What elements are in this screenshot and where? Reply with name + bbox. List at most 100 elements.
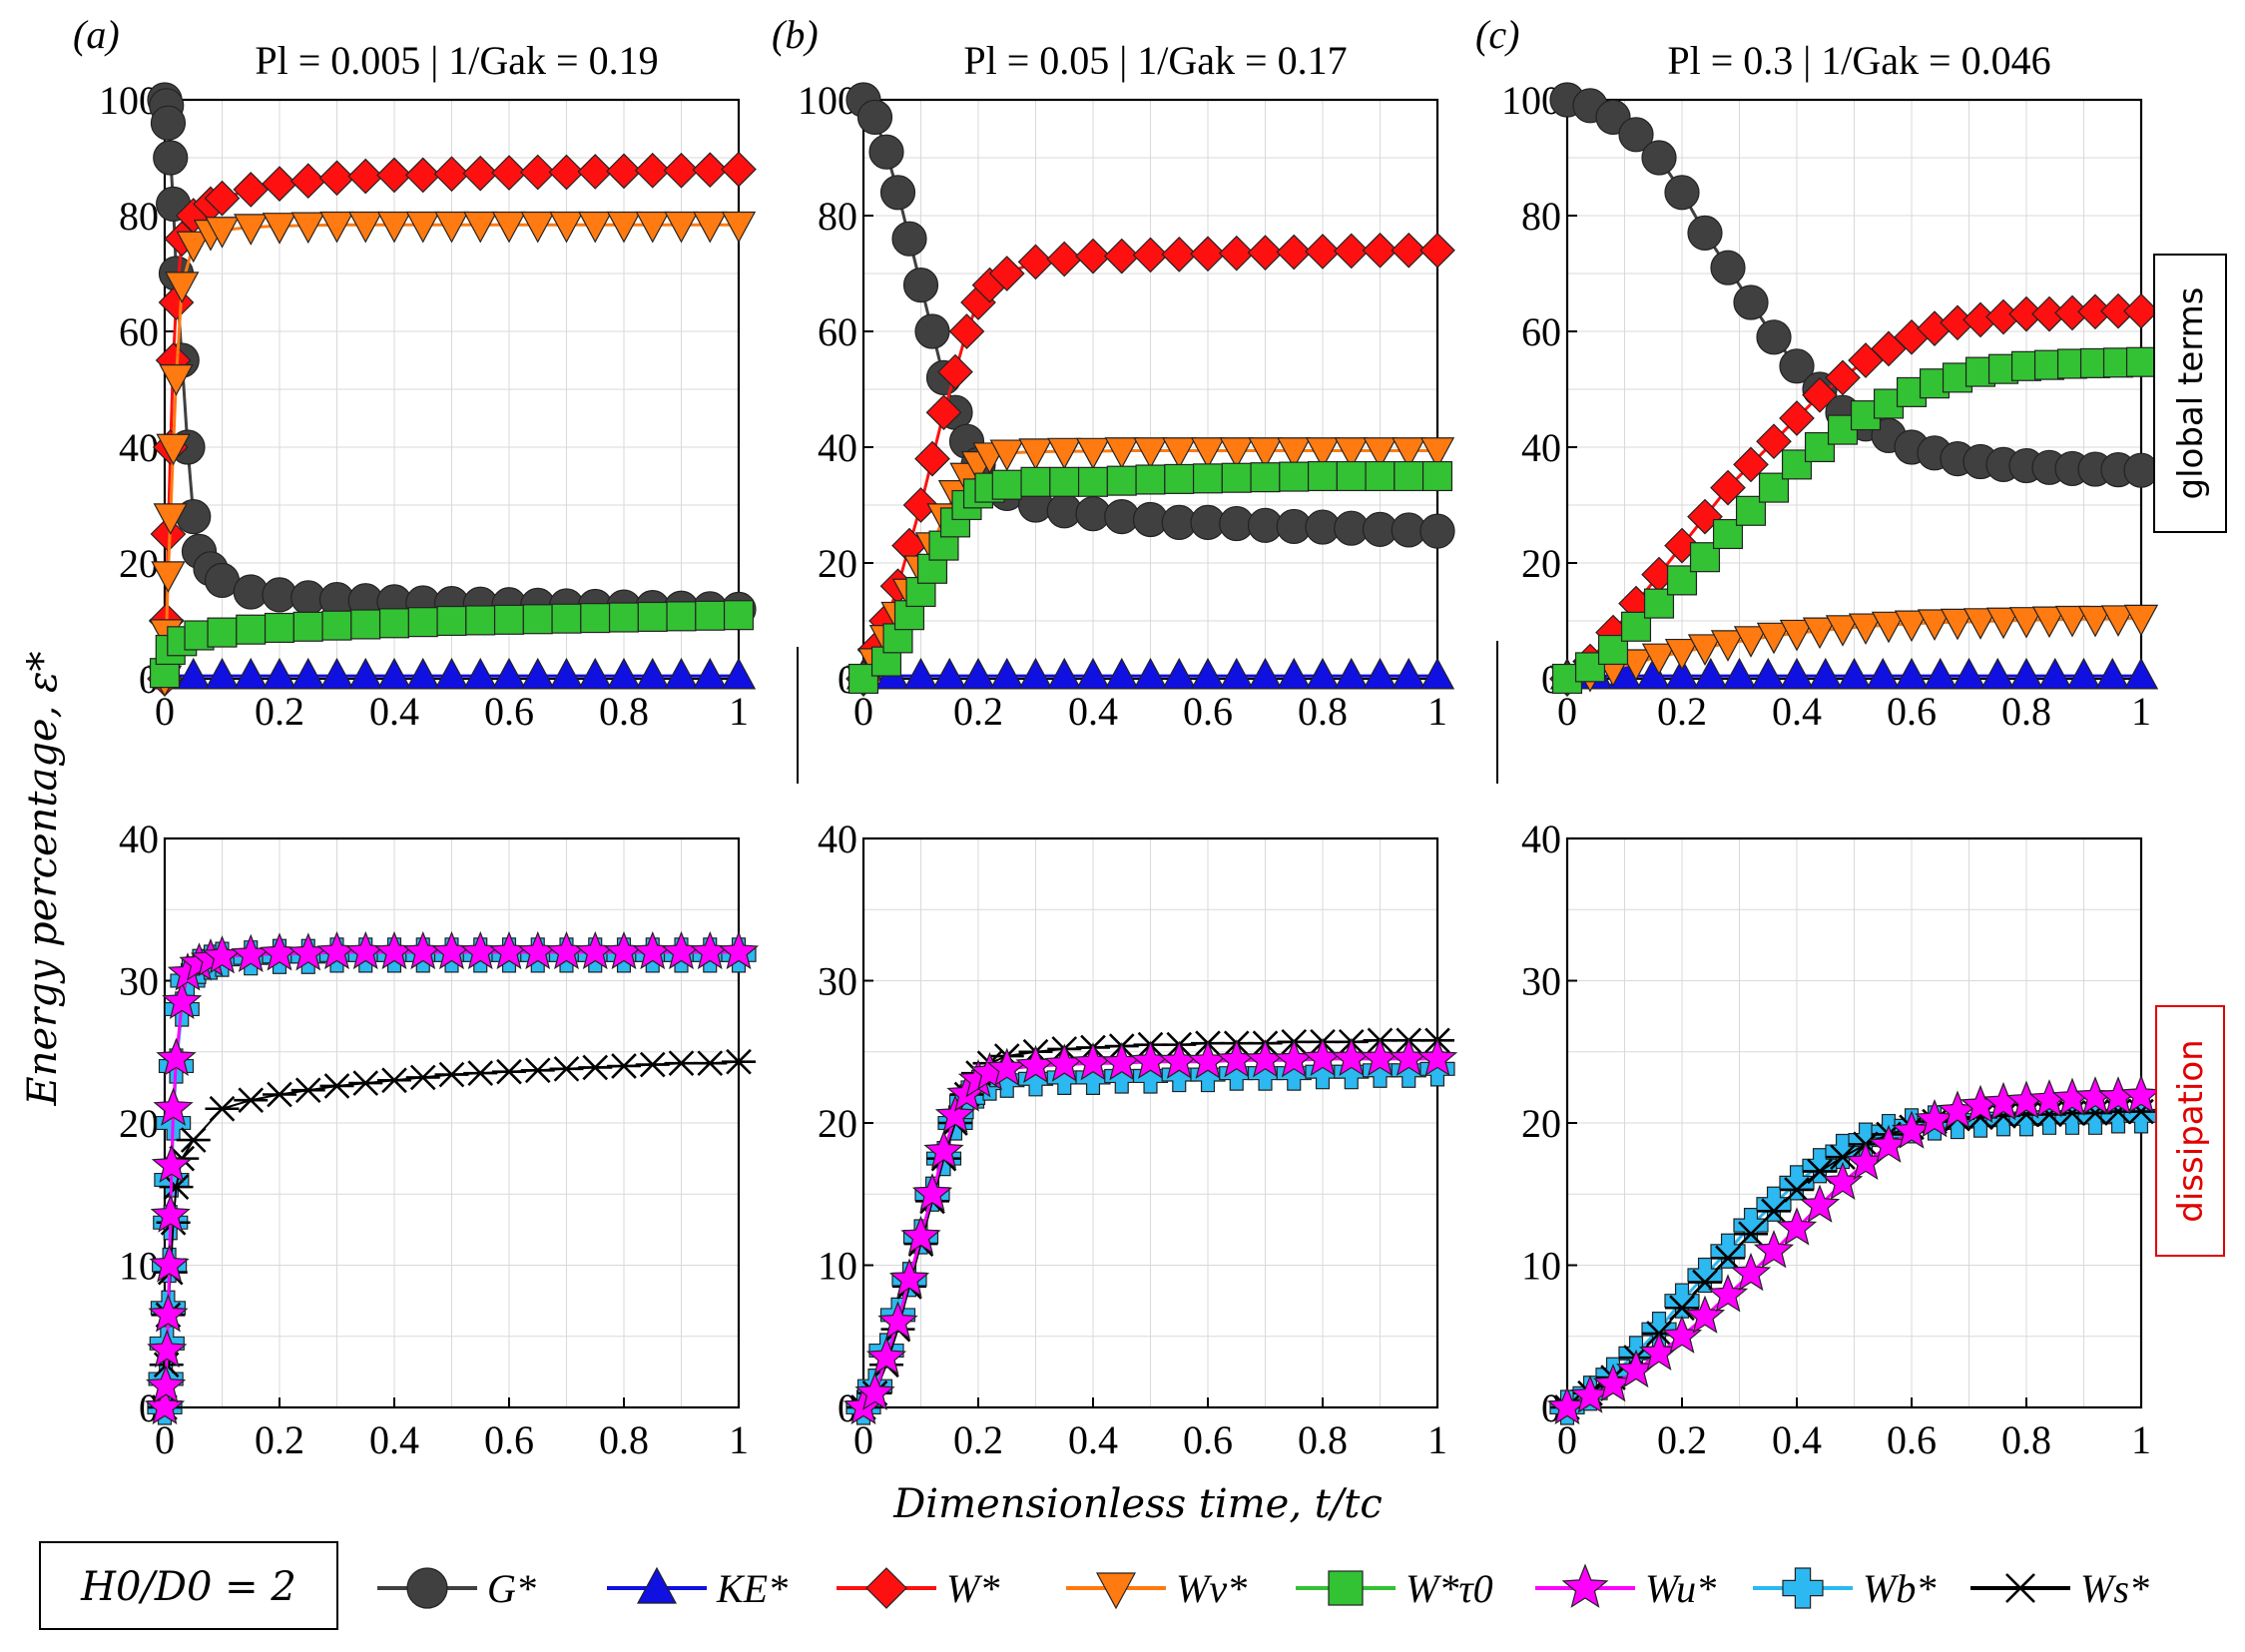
data-point	[1164, 463, 1195, 494]
data-point	[1825, 359, 1861, 396]
y-tick-label: 30	[119, 959, 159, 1004]
data-point	[1075, 657, 1111, 690]
data-point	[405, 657, 440, 690]
data-point	[1305, 234, 1341, 270]
legend-label: G*	[487, 1566, 536, 1611]
data-point	[147, 1329, 188, 1369]
data-point	[1779, 657, 1815, 690]
x-tick-label: 0.8	[1298, 1417, 1348, 1462]
data-point	[664, 211, 699, 244]
data-point	[159, 1174, 194, 1200]
data-point	[663, 152, 700, 189]
data-point	[1825, 615, 1861, 647]
x-tick-label: 0.8	[599, 689, 649, 734]
data-point	[989, 657, 1024, 690]
panel-a-global: 00.20.40.60.81020406080100(a)Pl = 0.005 …	[73, 12, 757, 734]
data-point	[1894, 657, 1930, 690]
series-line	[861, 1057, 1437, 1408]
data-point	[519, 154, 556, 191]
data-point	[491, 211, 527, 244]
data-point	[176, 1127, 211, 1153]
data-point	[635, 211, 670, 244]
y-tick-label: 80	[818, 194, 857, 239]
x-tick-label: 0.6	[484, 1417, 534, 1462]
data-point	[1917, 609, 1953, 641]
data-point	[434, 211, 469, 244]
x-tick-label: 0	[1557, 689, 1577, 734]
data-point	[900, 1215, 941, 1255]
data-point	[1075, 238, 1111, 275]
data-point	[491, 657, 527, 690]
data-point	[234, 1087, 269, 1114]
data-point	[934, 1094, 976, 1134]
y-tick-label: 10	[818, 1244, 857, 1289]
y-tick-label: 80	[1521, 194, 1561, 239]
legend-marker	[636, 1566, 678, 1604]
data-point	[150, 105, 187, 141]
data-point	[1733, 626, 1769, 658]
data-point	[319, 657, 354, 690]
panel-b-dissipation: 00.20.40.60.81010203040	[818, 817, 1458, 1462]
panel-a-dissipation: 00.20.40.60.81010203040	[119, 817, 760, 1462]
data-point	[1940, 608, 1975, 641]
data-point	[176, 231, 211, 264]
data-point	[1075, 437, 1111, 470]
data-point	[1104, 437, 1139, 469]
data-point	[165, 272, 200, 303]
data-point	[960, 657, 996, 690]
condition-label: H0/D0 = 2	[80, 1564, 296, 1610]
data-point	[1334, 437, 1369, 469]
data-point	[2008, 607, 2044, 639]
data-point	[1333, 233, 1370, 270]
x-tick-label: 0.6	[484, 689, 534, 734]
x-tick-label: 0	[155, 689, 175, 734]
legend-label: W*τ0	[1405, 1566, 1493, 1611]
legend-marker	[406, 1567, 448, 1609]
x-tick-label: 1	[729, 1417, 749, 1462]
data-point	[2066, 657, 2101, 690]
data-point	[989, 439, 1024, 472]
data-point	[290, 1077, 325, 1104]
legend-marker	[2000, 1573, 2040, 1603]
data-point	[1046, 241, 1083, 277]
x-tick-label: 1	[729, 689, 749, 734]
data-point	[2123, 657, 2159, 690]
data-point	[1687, 215, 1723, 251]
data-point	[1710, 250, 1746, 285]
data-point	[718, 930, 760, 970]
x-tick-label: 0.6	[1183, 689, 1233, 734]
data-point	[635, 1051, 670, 1078]
data-point	[463, 211, 498, 244]
data-point	[205, 217, 240, 249]
data-point	[2008, 657, 2044, 690]
legend-marker	[1782, 1567, 1824, 1609]
data-point	[721, 151, 757, 188]
data-point	[520, 211, 555, 244]
y-tick-label: 10	[1521, 1244, 1561, 1289]
x-tick-label: 0.4	[369, 1417, 419, 1462]
data-point	[549, 657, 584, 690]
x-tick-label: 0.4	[1068, 1417, 1118, 1462]
data-point	[151, 1144, 193, 1183]
legend-item: W*	[837, 1566, 999, 1611]
data-point	[914, 313, 950, 349]
data-point	[159, 364, 194, 396]
data-point	[1018, 657, 1053, 690]
global-terms-box	[2153, 254, 2227, 533]
data-point	[292, 611, 323, 642]
panel-c-global: 00.20.40.60.81020406080100(c)Pl = 0.3 | …	[1475, 12, 2159, 734]
data-point	[607, 1053, 641, 1079]
legend-item: KE*	[607, 1566, 788, 1611]
data-point	[2054, 605, 2090, 638]
data-point	[692, 152, 729, 189]
data-point	[236, 614, 267, 645]
panels: 00.20.40.60.81020406080100(a)Pl = 0.005 …	[73, 12, 2162, 1462]
panel-b-global: 00.20.40.60.81020406080100(b)Pl = 0.05 |…	[772, 12, 1455, 734]
y-tick-label: 20	[119, 541, 159, 586]
data-point	[888, 1258, 930, 1297]
data-point	[207, 617, 238, 648]
data-point	[262, 213, 297, 245]
data-point	[1419, 513, 1455, 549]
data-point	[1049, 466, 1080, 497]
data-point	[903, 657, 938, 690]
